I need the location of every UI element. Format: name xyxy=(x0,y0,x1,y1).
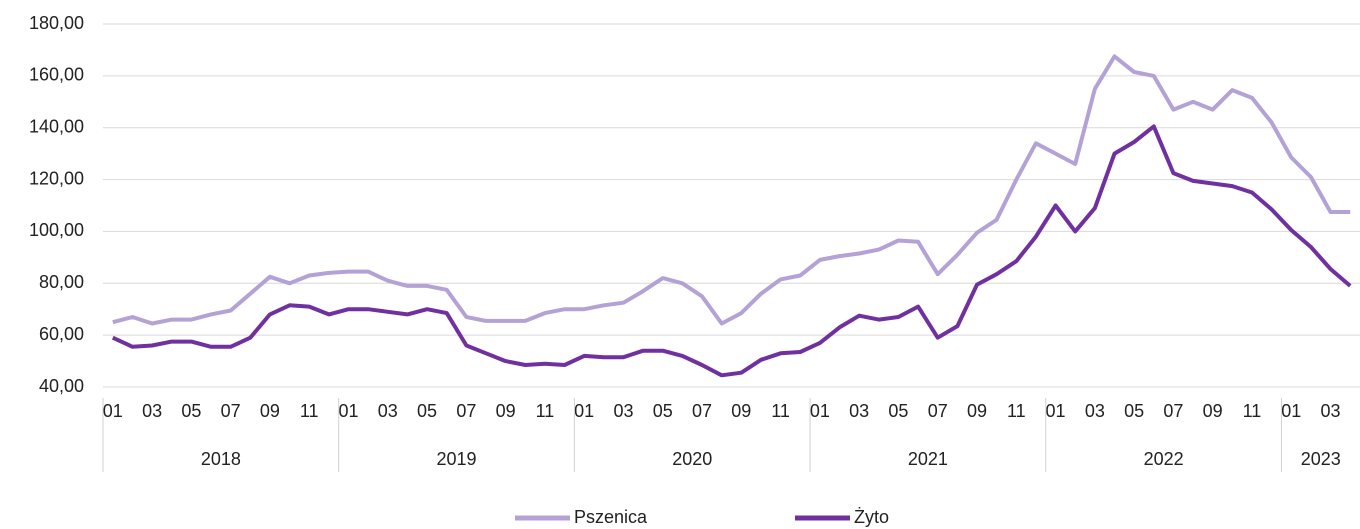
x-tick-label: 03 xyxy=(378,401,398,421)
x-tick-label: 11 xyxy=(536,401,555,421)
legend-label: Pszenica xyxy=(574,507,648,527)
x-tick-label: 01 xyxy=(574,401,594,421)
x-tick-label: 03 xyxy=(142,401,162,421)
y-tick-label: 100,00 xyxy=(29,220,84,240)
x-tick-label: 09 xyxy=(1203,401,1223,421)
x-tick-label: 05 xyxy=(1124,401,1144,421)
year-label: 2021 xyxy=(908,449,948,469)
y-tick-label: 40,00 xyxy=(39,376,84,396)
x-tick-label: 05 xyxy=(181,401,201,421)
x-tick-label: 09 xyxy=(496,401,516,421)
year-label: 2019 xyxy=(437,449,477,469)
year-label: 2018 xyxy=(201,449,241,469)
x-tick-label: 07 xyxy=(928,401,948,421)
x-tick-label: 03 xyxy=(849,401,869,421)
year-label: 2020 xyxy=(672,449,712,469)
year-label: 2022 xyxy=(1144,449,1184,469)
x-tick-label: 11 xyxy=(300,401,319,421)
legend-label: Żyto xyxy=(854,507,889,527)
series-line xyxy=(111,124,1352,378)
x-tick-label: 01 xyxy=(1046,401,1066,421)
x-tick-label: 11 xyxy=(1007,401,1026,421)
x-tick-label: 03 xyxy=(613,401,633,421)
x-tick-label: 03 xyxy=(1085,401,1105,421)
x-tick-label: 01 xyxy=(1281,401,1301,421)
x-tick-label: 07 xyxy=(456,401,476,421)
x-tick-label: 01 xyxy=(810,401,830,421)
x-tick-label: 07 xyxy=(221,401,241,421)
year-label: 2023 xyxy=(1301,449,1341,469)
y-tick-label: 120,00 xyxy=(29,168,84,188)
x-tick-label: 09 xyxy=(731,401,751,421)
x-tick-label: 11 xyxy=(771,401,790,421)
x-tick-label: 09 xyxy=(260,401,280,421)
x-tick-label: 01 xyxy=(103,401,123,421)
x-tick-label: 07 xyxy=(692,401,712,421)
x-tick-label: 03 xyxy=(1321,401,1341,421)
x-tick-label: 09 xyxy=(967,401,987,421)
x-tick-label: 05 xyxy=(417,401,437,421)
y-tick-label: 180,00 xyxy=(29,13,84,33)
y-tick-label: 140,00 xyxy=(29,116,84,136)
x-tick-label: 05 xyxy=(888,401,908,421)
x-tick-label: 07 xyxy=(1163,401,1183,421)
y-tick-label: 80,00 xyxy=(39,272,84,292)
y-tick-label: 60,00 xyxy=(39,324,84,344)
y-tick-label: 160,00 xyxy=(29,65,84,85)
x-tick-label: 05 xyxy=(653,401,673,421)
x-tick-label: 11 xyxy=(1243,401,1262,421)
series-line xyxy=(112,54,1351,326)
x-tick-label: 01 xyxy=(338,401,358,421)
